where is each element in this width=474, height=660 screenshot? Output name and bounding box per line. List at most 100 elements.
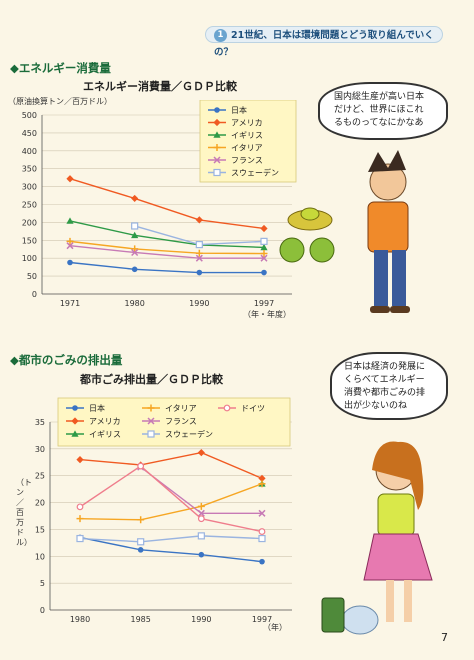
data-point (195, 249, 203, 257)
data-point (137, 547, 144, 553)
speech-bubble-girl: 日本は経済の発展に くらべてエネルギー 消費や都市ごみの排 出が少ないのね (330, 352, 448, 420)
data-point (76, 515, 84, 523)
legend-marker (213, 156, 221, 164)
bubble-line: 出が少ないのね (344, 401, 408, 411)
waste-chart: 0 5 10 15 20 25 30 35 1980 1985 1990 1997 日本アメリカイギリス… (35, 397, 292, 624)
series-line (79, 536, 263, 563)
data-point (258, 480, 266, 488)
legend-label: スウェーデン (231, 168, 279, 178)
x-tick-label: 1980 (124, 299, 144, 308)
legend-marker (213, 168, 221, 177)
section-banner-text: 21世紀、日本は環境問題とどう取り組んでいくの？ (214, 30, 434, 58)
legend-marker (214, 107, 220, 113)
series-sweden (131, 222, 268, 249)
legend-marker (72, 405, 78, 411)
legend-marker (71, 417, 79, 425)
series-line (79, 451, 263, 480)
series-germany (76, 462, 266, 535)
series-italy (76, 480, 266, 524)
y-tick-label: 500 (22, 111, 37, 120)
x-tick-label: 1980 (70, 615, 90, 624)
data-point (258, 528, 266, 535)
y-tick-label: 250 (22, 201, 37, 210)
girl-illustration (321, 441, 433, 635)
series-italy (66, 237, 268, 258)
data-point (195, 240, 203, 249)
legend-marker (147, 417, 155, 425)
data-point (260, 254, 268, 262)
legend-label: イギリス (89, 430, 121, 439)
section-banner: 1 21世紀、日本は環境問題とどう取り組んでいくの？ (205, 26, 443, 58)
y-tick-label: 35 (35, 418, 45, 427)
data-point (66, 217, 74, 224)
y-tick-label: 0 (32, 290, 37, 299)
bubble-line: くらべてエネルギー (344, 375, 425, 385)
data-point (261, 269, 267, 276)
legend-label: 日本 (231, 105, 247, 115)
data-point (197, 502, 205, 510)
data-point (66, 175, 74, 183)
section-number: 1 (214, 29, 227, 42)
y-tick-label: 15 (35, 525, 45, 534)
series-line (79, 465, 263, 533)
series-line (79, 535, 263, 543)
legend-label: スウェーデン (165, 429, 213, 439)
legend-label: 日本 (89, 403, 105, 413)
data-point (260, 224, 268, 233)
y-tick-label: 200 (22, 218, 37, 227)
y-tick-label: 350 (22, 165, 37, 174)
data-point (66, 237, 74, 245)
data-point (197, 532, 205, 540)
x-tick-label: 1997 (252, 615, 272, 624)
data-point (76, 456, 84, 464)
boy-illustration (279, 150, 410, 313)
series-line (69, 220, 265, 249)
speech-bubble-boy: 国内総生産が高い日本 だけど、世界にほこれ るものってなにかなあ (318, 82, 448, 140)
y-tick-label: 50 (27, 272, 37, 281)
legend-marker (213, 144, 221, 151)
legend-marker (147, 404, 155, 412)
data-point (131, 248, 139, 257)
series-line (79, 483, 263, 521)
series-sweden (76, 532, 266, 546)
legend-box (57, 397, 291, 447)
energy-chart: 0 50 100 150 200 250 300 350 400 450 500 1971 1980 19… (22, 100, 297, 308)
y-tick-label: 25 (35, 472, 45, 481)
y-tick-label: 400 (22, 147, 37, 156)
x-tick-label: 1990 (191, 615, 211, 624)
data-point (131, 266, 138, 273)
legend-box (199, 100, 297, 183)
legend-label: ドイツ (241, 404, 265, 413)
data-point (196, 269, 203, 276)
series-line (69, 244, 264, 259)
y-tick-label: 100 (22, 254, 37, 263)
legend-label: フランス (165, 417, 197, 426)
legend-label: イタリア (231, 144, 263, 153)
data-point (260, 243, 268, 251)
legend-marker (71, 430, 79, 437)
legend-label: フランス (231, 156, 263, 165)
data-point (195, 216, 203, 224)
data-point (131, 231, 139, 239)
y-tick-label: 5 (40, 579, 45, 588)
data-point (260, 250, 268, 258)
data-point (67, 259, 73, 266)
y-tick-label: 20 (35, 499, 45, 508)
legend-marker (147, 430, 155, 438)
legend-label: アメリカ (231, 119, 263, 128)
y-tick-label: 30 (35, 445, 45, 454)
y-tick-label: 10 (35, 552, 45, 561)
data-point (137, 516, 145, 524)
bubble-line: 日本は経済の発展に (344, 362, 426, 372)
data-point (131, 194, 139, 203)
series-line (69, 240, 265, 255)
x-tick-label: 1985 (130, 615, 150, 624)
y-tick-label: 150 (22, 236, 37, 245)
series-japan (67, 259, 267, 276)
waste-x-unit: （年） (263, 623, 287, 632)
energy-section-heading: ◆エネルギー消費量 (10, 61, 111, 75)
data-point (260, 237, 268, 245)
series-usa (66, 175, 268, 233)
x-tick-label: 1997 (254, 299, 274, 308)
energy-chart-subtitle: エネルギー消費量／ＧＤＰ比較 (83, 80, 237, 93)
